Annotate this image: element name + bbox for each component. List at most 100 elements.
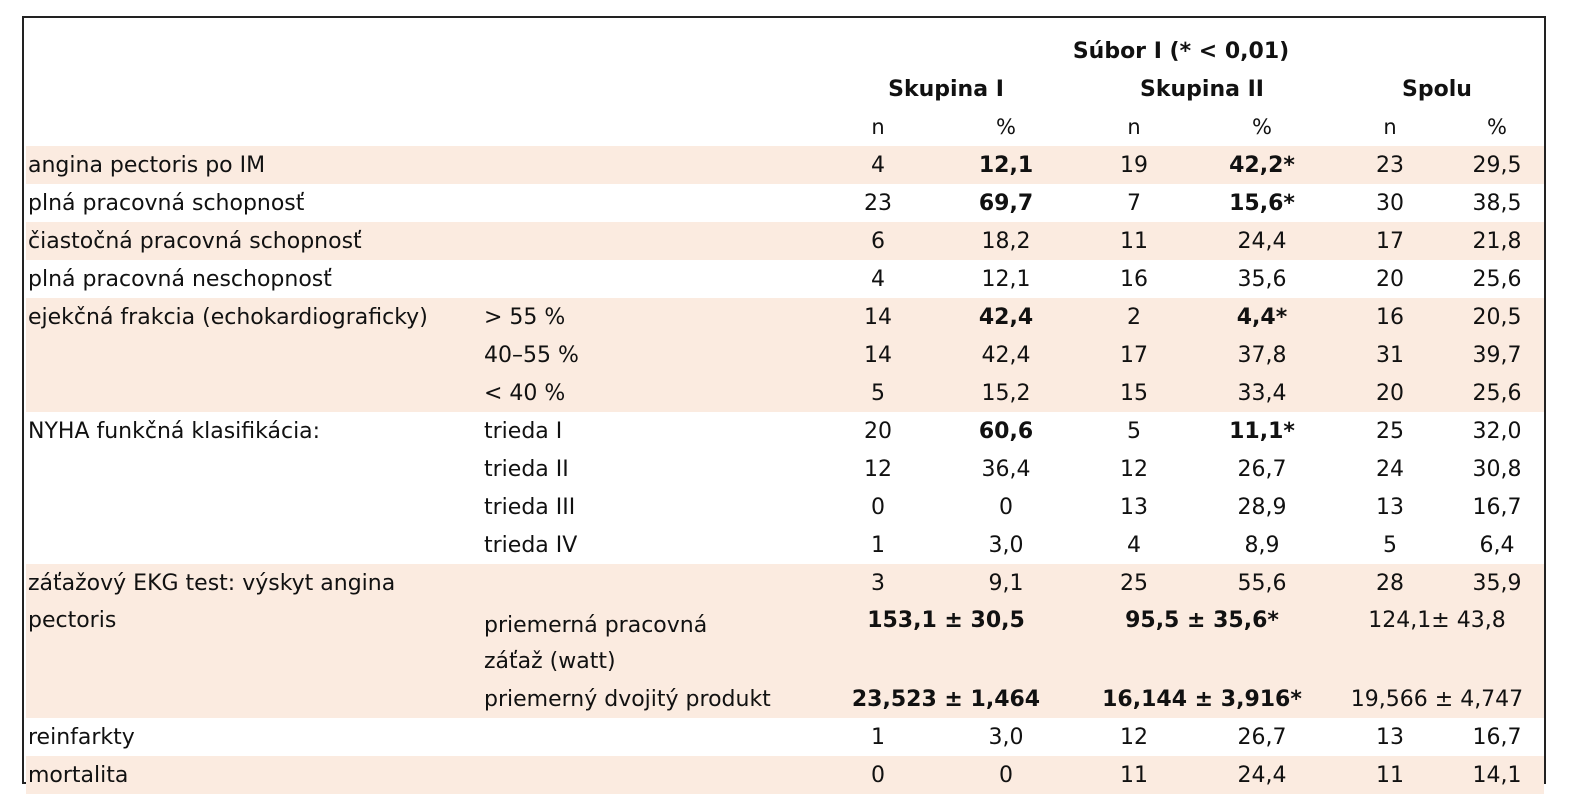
group-header-skupina-2: Skupina II [1140, 76, 1264, 102]
col-header: % [996, 115, 1016, 139]
table-cell: 60,6 [978, 418, 1034, 444]
row-label: reinfarkty [28, 724, 135, 750]
table-cell: 37,8 [1194, 336, 1330, 374]
table-row: angina pectoris po IM 4 12,1 19 42,2* 23 29,5 [26, 146, 1544, 184]
row-sublabel [484, 184, 818, 222]
table-row: trieda IV 1 3,0 4 8,9 5 6,4 [26, 526, 1544, 564]
row-label [26, 374, 484, 412]
table-cell: 36,4 [981, 456, 1031, 482]
table-row: reinfarkty 1 3,0 12 26,7 13 16,7 [26, 718, 1544, 756]
table-cell: 16,7 [1472, 724, 1522, 750]
table-cell: 0 [938, 756, 1074, 794]
row-label: angina pectoris po IM [26, 146, 484, 184]
col-header: % [1487, 115, 1507, 139]
row-label: plná pracovná schopnosť [28, 190, 305, 216]
table-cell: 16,7 [1472, 494, 1522, 520]
table-cell: 20,5 [1450, 298, 1544, 336]
table-cell: 24,4 [1194, 756, 1330, 794]
table-cell: 42,4 [938, 298, 1074, 336]
table-cell: 4 [1127, 532, 1141, 558]
table-cell: 24,4 [1194, 222, 1330, 260]
table-cell: 16 [1120, 266, 1148, 292]
table-row: pectoris priemerná pracovná záťaž (watt) 1… [26, 602, 1544, 680]
row-sublabel: trieda III [484, 494, 576, 520]
table-cell: 14 [818, 336, 938, 374]
row-label: záťažový EKG test: výskyt angina [26, 564, 484, 602]
row-sublabel: < 40 % [484, 374, 818, 412]
group-header-spolu: Spolu [1402, 76, 1472, 102]
table-cell: 3 [818, 564, 938, 602]
table-cell: 2 [1074, 298, 1194, 336]
table-cell-merged: 95,5 ± 35,6* [1074, 602, 1330, 680]
table-cell: 21,8 [1450, 222, 1544, 260]
table-cell: 3,0 [988, 532, 1024, 558]
row-label: ejekčná frakcia (echokardiograficky) [26, 298, 484, 336]
row-sublabel [484, 146, 818, 184]
table-cell: 14,1 [1450, 756, 1544, 794]
table-cell: 23 [1330, 146, 1450, 184]
table-cell-merged: 23,523 ± 1,464 [818, 680, 1074, 718]
table-row: mortalita 0 0 11 24,4 11 14,1 [26, 756, 1544, 794]
table-cell: 11,1* [1229, 418, 1295, 444]
table-row: ejekčná frakcia (echokardiograficky) > 55… [26, 298, 1544, 336]
table-cell: 14 [818, 298, 938, 336]
table-cell: 6 [818, 222, 938, 260]
row-sublabel [484, 718, 818, 756]
table-cell: 17 [1330, 222, 1450, 260]
table-row: trieda III 0 0 13 28,9 13 16,7 [26, 488, 1544, 526]
table-cell: 33,4 [1194, 374, 1330, 412]
table-cell: 23 [864, 190, 892, 216]
table-cell: 6,4 [1479, 532, 1515, 558]
table-cell: 25 [1376, 418, 1404, 444]
table-cell: 25 [1074, 564, 1194, 602]
row-sublabel [484, 222, 818, 260]
table-cell: 28 [1330, 564, 1450, 602]
row-sublabel: trieda IV [484, 532, 578, 558]
row-sublabel: trieda II [484, 456, 569, 482]
table-cell: 17 [1074, 336, 1194, 374]
table-cell: 12 [1120, 724, 1148, 750]
table-row: priemerný dvojitý produkt 23,523 ± 1,464 1… [26, 680, 1544, 718]
table-cell: 69,7 [978, 190, 1034, 216]
table-cell: 15,2 [938, 374, 1074, 412]
row-label: pectoris [26, 602, 484, 680]
table-cell: 4,4* [1194, 298, 1330, 336]
table-row: plná pracovná schopnosť 23 69,7 7 15,6* 30 38,… [26, 184, 1544, 222]
table-cell: 11 [1074, 756, 1194, 794]
table-cell: 35,9 [1450, 564, 1544, 602]
table-cell: 7 [1127, 190, 1141, 216]
table-cell: 25,6 [1450, 374, 1544, 412]
subor-header: Súbor I (* < 0,01) [1072, 38, 1290, 64]
table-cell-merged: 19,566 ± 4,747 [1330, 680, 1544, 718]
table-cell-merged: 16,144 ± 3,916* [1074, 680, 1330, 718]
table-cell: 12 [864, 456, 892, 482]
row-sublabel: > 55 % [484, 298, 818, 336]
results-table: Súbor I (* < 0,01) Skupina I Skupina II … [26, 32, 1544, 794]
table-cell: 31 [1330, 336, 1450, 374]
table-cell: 24 [1376, 456, 1404, 482]
table-cell: 39,7 [1450, 336, 1544, 374]
table-cell: 42,2* [1194, 146, 1330, 184]
table-cell: 0 [871, 494, 885, 520]
table-cell: 12,1 [981, 266, 1031, 292]
table-cell: 20 [1330, 374, 1450, 412]
table-cell: 55,6 [1194, 564, 1330, 602]
table-row: 40–55 % 14 42,4 17 37,8 31 39,7 [26, 336, 1544, 374]
row-label [26, 526, 484, 564]
row-label: čiastočná pracovná schopnosť [26, 222, 484, 260]
table-cell: 20 [1376, 266, 1404, 292]
table-cell: 0 [818, 756, 938, 794]
table-cell: 20 [864, 418, 892, 444]
row-sublabel: 40–55 % [484, 336, 818, 374]
table-cell: 42,4 [938, 336, 1074, 374]
table-cell: 13 [1120, 494, 1148, 520]
table-cell: 25,6 [1472, 266, 1522, 292]
row-sublabel: priemerná pracovná záťaž (watt) [484, 602, 818, 680]
row-label [26, 488, 484, 526]
table-cell: 1 [871, 532, 885, 558]
table-cell: 13 [1376, 494, 1404, 520]
table-cell: 15,6* [1229, 190, 1295, 216]
row-sublabel: priemerný dvojitý produkt [484, 680, 818, 718]
row-label: plná pracovná neschopnosť [28, 266, 332, 292]
table-cell: 4 [818, 146, 938, 184]
